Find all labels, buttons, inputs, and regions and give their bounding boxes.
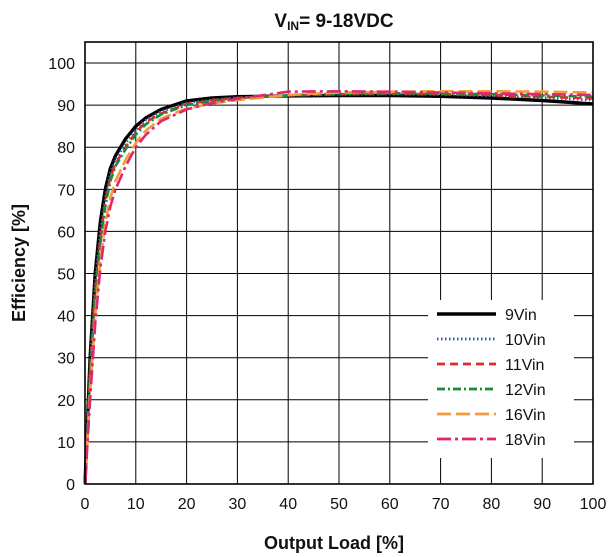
- plot-frame: [84, 41, 594, 485]
- y-tick-labels: 0 10 20 30 40 50 60 70 80 90 100: [48, 56, 75, 494]
- series-line-12vin: [83, 92, 594, 485]
- legend-label: 10Vin: [505, 332, 546, 349]
- chart-title-rest: = 9-18VDC: [299, 11, 394, 32]
- y-axis-label: Efficiency [%]: [9, 204, 29, 322]
- legend-label: 18Vin: [505, 432, 546, 449]
- series-line-18vin: [83, 90, 594, 485]
- y-tick-label: 60: [57, 224, 75, 241]
- y-tick-label: 100: [48, 56, 75, 73]
- chart-title-subscript: IN: [287, 19, 299, 33]
- x-tick-label: 0: [81, 496, 90, 513]
- x-tick-label: 80: [483, 496, 501, 513]
- x-tick-labels: 0 10 20 30 40 50 60 70 80 90 100: [81, 496, 607, 513]
- x-tick-label: 100: [580, 496, 607, 513]
- series-lines: [83, 90, 594, 485]
- x-tick-label: 50: [330, 496, 348, 513]
- legend-label: 16Vin: [505, 407, 546, 424]
- x-axis-label: Output Load [%]: [264, 533, 404, 553]
- x-tick-label: 70: [432, 496, 450, 513]
- legend-label: 12Vin: [505, 382, 546, 399]
- y-tick-label: 80: [57, 140, 75, 157]
- y-tick-label: 0: [66, 477, 75, 494]
- y-tick-label: 10: [57, 435, 75, 452]
- x-tick-label: 20: [178, 496, 196, 513]
- x-tick-label: 90: [533, 496, 551, 513]
- y-tick-label: 20: [57, 393, 75, 410]
- chart-title-main: V: [274, 11, 287, 32]
- y-tick-label: 70: [57, 182, 75, 199]
- y-tick-label: 50: [57, 267, 75, 284]
- legend-box: [428, 300, 574, 458]
- chart-title: VIN= 9-18VDC: [274, 11, 393, 33]
- x-tick-label: 30: [229, 496, 247, 513]
- legend-label: 9Vin: [505, 307, 537, 324]
- x-tick-label: 10: [127, 496, 145, 513]
- y-tick-label: 90: [57, 98, 75, 115]
- legend: 9Vin 10Vin 11Vin 12Vin 16Vin 18Vin: [428, 300, 574, 458]
- y-tick-label: 40: [57, 309, 75, 326]
- y-tick-label: 30: [57, 351, 75, 368]
- legend-label: 11Vin: [505, 357, 544, 374]
- x-tick-label: 60: [381, 496, 399, 513]
- x-tick-label: 40: [279, 496, 297, 513]
